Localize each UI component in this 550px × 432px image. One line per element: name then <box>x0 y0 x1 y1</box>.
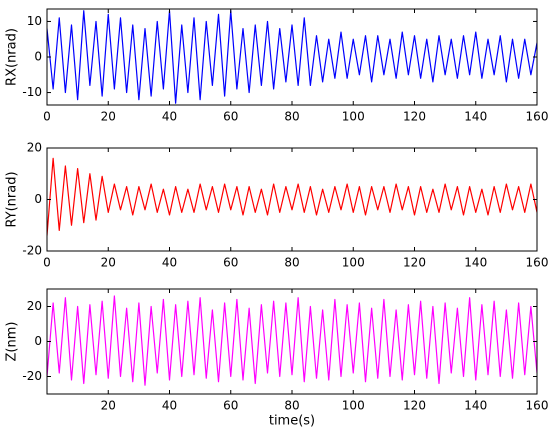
x-tick-label: 160 <box>526 110 549 124</box>
x-tick-label: 40 <box>162 399 177 413</box>
x-tick-label: 100 <box>342 399 365 413</box>
x-tick-label: 160 <box>526 399 549 413</box>
signal-line <box>47 10 537 104</box>
x-tick-label: 120 <box>403 256 426 270</box>
y-tick-label: -10 <box>22 85 42 99</box>
x-tick-label: 120 <box>403 399 426 413</box>
x-tick-label: 80 <box>284 256 299 270</box>
x-tick-label: 140 <box>464 256 487 270</box>
y-tick-label: 0 <box>34 50 42 64</box>
x-tick-label: 80 <box>284 110 299 124</box>
plot-frame <box>46 147 538 252</box>
x-tick-label: 20 <box>101 110 116 124</box>
y-axis-label: RX(nrad) <box>5 28 20 86</box>
x-tick-label: 80 <box>284 399 299 413</box>
x-tick-label: 100 <box>342 110 365 124</box>
x-tick-label: 140 <box>464 110 487 124</box>
x-tick-label: 20 <box>101 256 116 270</box>
y-tick-label: 20 <box>27 299 42 313</box>
y-tick-label: 0 <box>34 192 42 206</box>
y-tick-label: 20 <box>27 141 42 155</box>
plot-frame <box>46 288 538 395</box>
x-tick-label: 60 <box>223 256 238 270</box>
x-tick-label: 60 <box>223 110 238 124</box>
x-tick-label: 120 <box>403 110 426 124</box>
y-tick-label: -20 <box>22 369 42 383</box>
y-tick-label: 0 <box>34 334 42 348</box>
x-tick-label: 40 <box>162 110 177 124</box>
x-tick-label: 40 <box>162 256 177 270</box>
x-tick-label: 160 <box>526 256 549 270</box>
x-tick-label: 100 <box>342 256 365 270</box>
y-axis-label: Z(nm) <box>5 322 20 362</box>
x-tick-label: 20 <box>101 399 116 413</box>
x-tick-label: 0 <box>43 256 51 270</box>
x-axis-label: time(s) <box>269 414 315 429</box>
x-tick-label: 60 <box>223 399 238 413</box>
signal-line <box>47 157 537 236</box>
signal-line <box>47 295 537 386</box>
y-tick-label: -20 <box>22 244 42 258</box>
x-tick-label: 140 <box>464 399 487 413</box>
y-tick-label: 10 <box>27 14 42 28</box>
y-axis-label: RY(nrad) <box>5 171 20 227</box>
x-tick-label: 0 <box>43 110 51 124</box>
